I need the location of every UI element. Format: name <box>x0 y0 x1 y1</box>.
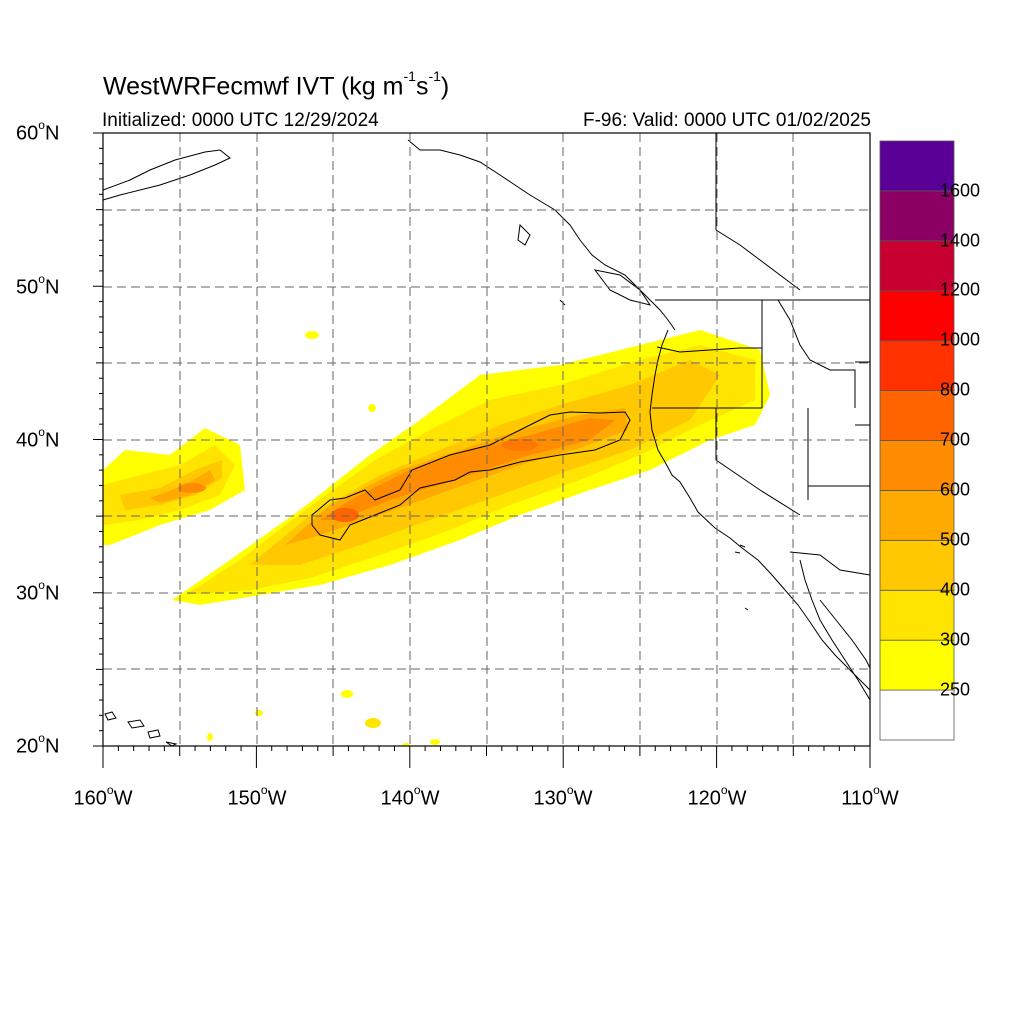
colorbar-label-400: 400 <box>940 579 971 600</box>
ivt-west-core <box>178 483 206 493</box>
lat-lon-grid <box>103 133 870 746</box>
lat-label-40n: 40oN <box>16 425 60 452</box>
colorbar-label-700: 700 <box>940 429 971 450</box>
idaho-montana-border <box>777 299 856 408</box>
hawaii-islands <box>104 711 178 746</box>
valid-time: F-96: Valid: 0000 UTC 01/02/2025 <box>583 110 871 131</box>
lat-label-30n: 30oN <box>16 578 60 605</box>
ivt-patch <box>207 733 213 741</box>
colorbar-label-600: 600 <box>940 479 971 500</box>
colorbar-swatch <box>879 440 955 491</box>
baja-peninsula <box>799 559 870 701</box>
colorbar <box>879 140 955 741</box>
colorbar-label-1200: 1200 <box>940 279 981 300</box>
title-model: WestWRFecmwf IVT <box>103 72 335 101</box>
lon-label-150w: 150oW <box>227 783 287 810</box>
ivt-core-east <box>502 439 538 451</box>
ivt-600-contour <box>311 411 631 541</box>
ivt-band-600 <box>320 418 615 520</box>
political-borders <box>652 133 870 576</box>
colorbar-label-500: 500 <box>940 529 971 550</box>
colorbar-swatch <box>879 240 955 292</box>
wyoming-border <box>855 361 870 426</box>
ivt-core-west <box>331 508 359 522</box>
lat-label-20n: 20oN <box>16 731 60 758</box>
colorbar-swatch <box>879 290 955 342</box>
ivt-west-filament-400 <box>120 460 222 510</box>
ivt-patch <box>430 739 440 745</box>
colorbar-label-300: 300 <box>940 629 971 650</box>
ivt-patch <box>341 690 353 698</box>
channel-islands <box>734 544 749 611</box>
title-exp1: -1 <box>403 68 416 84</box>
us-west-coast <box>649 329 870 691</box>
colorbar-label-800: 800 <box>940 379 971 400</box>
lon-label-120w: 120oW <box>687 783 747 810</box>
gulf-of-alaska-coast <box>407 139 676 331</box>
colorbar-label-250: 250 <box>940 679 971 700</box>
lat-label-50n: 50oN <box>16 272 60 299</box>
colorbar-swatch <box>879 539 955 591</box>
lon-label-160w: 160oW <box>73 783 133 810</box>
colorbar-swatch <box>879 589 955 641</box>
axis-ticks <box>93 132 871 768</box>
initialized-time: Initialized: 0000 UTC 12/29/2024 <box>102 110 379 131</box>
colorbar-label-1400: 1400 <box>940 230 981 251</box>
ivt-patch <box>402 743 410 746</box>
ivt-patch <box>255 710 263 716</box>
lon-label-110w: 110oW <box>841 783 899 810</box>
title-unit-open: (kg m <box>340 72 404 101</box>
map-title: WestWRFecmwf IVT (kg m-1s-1) <box>103 68 450 101</box>
alaska-coast <box>103 149 231 201</box>
washington-oregon-border <box>656 346 762 353</box>
lon-label-140w: 140oW <box>380 783 440 810</box>
title-exp2: -1 <box>428 68 441 84</box>
lon-label-130w: 130oW <box>533 783 593 810</box>
colorbar-swatch <box>879 689 955 741</box>
us-mexico-border <box>789 551 870 576</box>
gulf-of-california-coast <box>819 599 870 669</box>
colorbar-swatch <box>879 390 955 441</box>
title-unit-close: ) <box>440 72 450 101</box>
bc-islands <box>517 223 652 306</box>
colorbar-label-1000: 1000 <box>940 329 981 350</box>
california-nevada-border <box>715 408 801 516</box>
colorbar-swatch <box>879 140 955 192</box>
ivt-shading <box>103 330 770 746</box>
lat-label-60n: 60oN <box>16 118 60 145</box>
ivt-patch <box>368 404 376 412</box>
colorbar-swatch <box>879 340 955 391</box>
ivt-patch <box>305 331 319 339</box>
title-unit-mid: s <box>415 72 429 101</box>
colorbar-label-1600: 1600 <box>940 180 981 201</box>
ivt-patch <box>365 718 381 728</box>
alaska-canada-border <box>715 133 801 291</box>
